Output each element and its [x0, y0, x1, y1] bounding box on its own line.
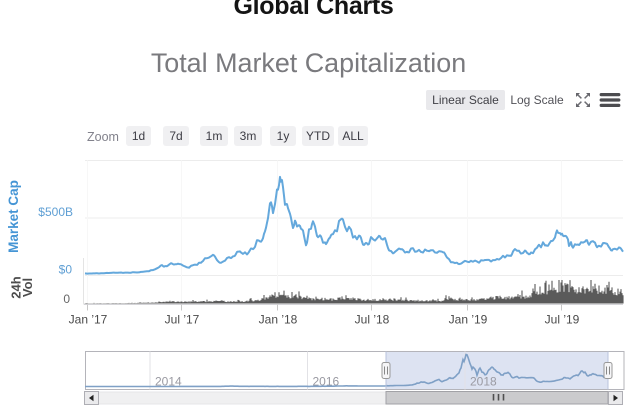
svg-text:Jan ’19: Jan ’19 [449, 313, 488, 327]
svg-text:0: 0 [63, 292, 70, 306]
svg-text:2016: 2016 [313, 375, 340, 389]
svg-text:Jul ’17: Jul ’17 [165, 313, 200, 327]
svg-text:2014: 2014 [155, 375, 182, 389]
svg-text:2018: 2018 [470, 375, 497, 389]
svg-text:$0: $0 [59, 263, 73, 277]
svg-text:$500B: $500B [38, 205, 73, 219]
svg-text:Market Cap: Market Cap [6, 180, 21, 253]
svg-text:Jan ’17: Jan ’17 [69, 313, 108, 327]
svg-text:Vol: Vol [20, 278, 35, 297]
svg-text:24h: 24h [9, 276, 24, 298]
svg-text:Jul ’19: Jul ’19 [545, 313, 580, 327]
svg-text:Jul ’18: Jul ’18 [355, 313, 390, 327]
svg-text:Jan ’18: Jan ’18 [259, 313, 298, 327]
